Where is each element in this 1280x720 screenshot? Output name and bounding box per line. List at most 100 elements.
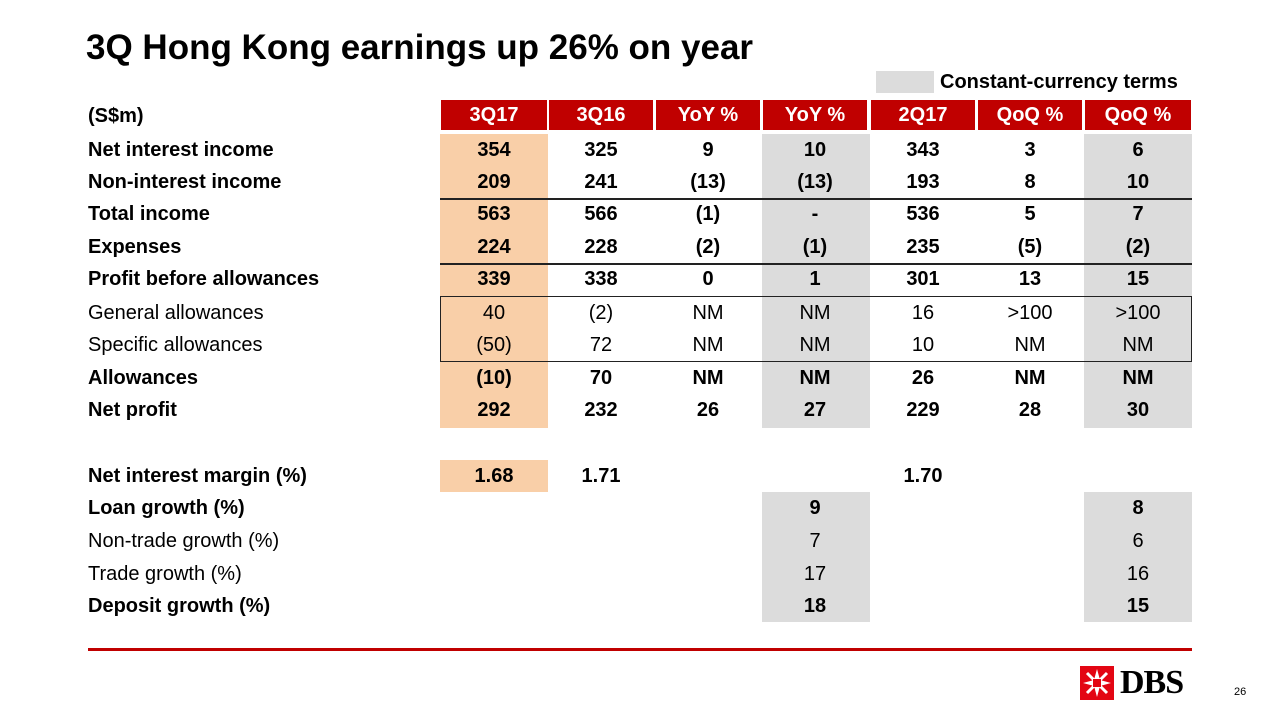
table-cell: 40 bbox=[482, 302, 506, 324]
table-cell: 15 bbox=[1126, 268, 1150, 290]
legend-swatch bbox=[876, 71, 934, 93]
legend-label: Constant-currency terms bbox=[940, 71, 1178, 93]
table-cell: NM bbox=[1014, 334, 1046, 356]
table-cell: 224 bbox=[477, 236, 511, 258]
table-cell: 343 bbox=[906, 139, 940, 161]
table-cell: 26 bbox=[696, 399, 720, 421]
logo-wordmark: DBS bbox=[1120, 664, 1184, 701]
row-label: Net interest margin (%) bbox=[88, 465, 307, 487]
table-cell: 9 bbox=[809, 497, 821, 519]
table-cell: - bbox=[811, 203, 819, 225]
table-cell: 6 bbox=[1132, 139, 1144, 161]
table-cell: 5 bbox=[1024, 203, 1036, 225]
unit-label: (S$m) bbox=[88, 105, 144, 127]
page-number: 26 bbox=[1234, 686, 1247, 698]
table-cell: 16 bbox=[1126, 563, 1150, 585]
table-cell: 292 bbox=[477, 399, 511, 421]
table-cell: (2) bbox=[588, 302, 614, 324]
table-cell: NM bbox=[1122, 334, 1154, 356]
table-cell: 1.70 bbox=[903, 465, 943, 487]
table-cell: 6 bbox=[1132, 530, 1144, 552]
table-cell: 3 bbox=[1024, 139, 1036, 161]
column-header-3q16: 3Q16 bbox=[549, 100, 653, 130]
table-cell: 28 bbox=[1018, 399, 1042, 421]
row-label: Specific allowances bbox=[88, 334, 263, 356]
table-cell: NM bbox=[692, 334, 724, 356]
table-cell: NM bbox=[799, 302, 831, 324]
table-cell: 10 bbox=[1126, 171, 1150, 193]
table-cell: NM bbox=[692, 367, 724, 389]
table-cell: (50) bbox=[476, 334, 512, 356]
table-cell: (13) bbox=[797, 171, 833, 193]
dbs-star-icon bbox=[1080, 666, 1114, 700]
table-cell: 241 bbox=[584, 171, 618, 193]
table-cell: NM bbox=[1122, 367, 1154, 389]
table-cell: 1.71 bbox=[581, 465, 621, 487]
highlight-cell-nim-3q17 bbox=[440, 460, 548, 492]
row-label: Net interest income bbox=[88, 139, 274, 161]
table-cell: (1) bbox=[802, 236, 828, 258]
table-cell: 193 bbox=[906, 171, 940, 193]
table-cell: 0 bbox=[702, 268, 714, 290]
table-cell: 17 bbox=[803, 563, 827, 585]
table-cell: NM bbox=[692, 302, 724, 324]
constant-currency-column-qoq bbox=[1084, 134, 1192, 428]
table-cell: >100 bbox=[1115, 302, 1161, 324]
table-cell: (1) bbox=[695, 203, 721, 225]
row-divider bbox=[440, 198, 1192, 200]
row-label: Total income bbox=[88, 203, 210, 225]
table-cell: 339 bbox=[477, 268, 511, 290]
column-header-yoy-cc: YoY % bbox=[763, 100, 867, 130]
row-label: Net profit bbox=[88, 399, 177, 421]
highlight-column-3q17 bbox=[440, 134, 548, 428]
table-cell: 228 bbox=[584, 236, 618, 258]
table-cell: 354 bbox=[477, 139, 511, 161]
table-cell: 8 bbox=[1132, 497, 1144, 519]
table-cell: NM bbox=[1014, 367, 1046, 389]
row-label: Non-trade growth (%) bbox=[88, 530, 280, 552]
table-cell: 229 bbox=[906, 399, 940, 421]
column-header-yoy: YoY % bbox=[656, 100, 760, 130]
table-cell: 1.68 bbox=[474, 465, 514, 487]
table-cell: 301 bbox=[906, 268, 940, 290]
table-cell: (13) bbox=[690, 171, 726, 193]
column-header-qoq-cc: QoQ % bbox=[1085, 100, 1191, 130]
row-label: Profit before allowances bbox=[88, 268, 320, 290]
row-label: Allowances bbox=[88, 367, 199, 389]
table-cell: 72 bbox=[589, 334, 613, 356]
table-cell: 10 bbox=[803, 139, 827, 161]
row-divider bbox=[440, 263, 1192, 265]
row-label: Loan growth (%) bbox=[88, 497, 245, 519]
constant-currency-column-qoq-growth bbox=[1084, 492, 1192, 622]
row-label: General allowances bbox=[88, 302, 264, 324]
table-cell: 8 bbox=[1024, 171, 1036, 193]
row-label: Trade growth (%) bbox=[88, 563, 242, 585]
allowances-box bbox=[440, 296, 1192, 362]
table-cell: 26 bbox=[911, 367, 935, 389]
table-cell: 18 bbox=[803, 595, 827, 617]
table-cell: 15 bbox=[1126, 595, 1150, 617]
table-cell: 325 bbox=[584, 139, 618, 161]
row-label: Deposit growth (%) bbox=[88, 595, 271, 617]
table-cell: (5) bbox=[1017, 236, 1043, 258]
row-label: Non-interest income bbox=[88, 171, 282, 193]
table-cell: 27 bbox=[803, 399, 827, 421]
row-label: Expenses bbox=[88, 236, 182, 258]
dbs-logo: DBS bbox=[1080, 664, 1184, 702]
column-header-qoq: QoQ % bbox=[978, 100, 1082, 130]
table-cell: 566 bbox=[584, 203, 618, 225]
page-title: 3Q Hong Kong earnings up 26% on year bbox=[86, 28, 754, 67]
table-cell: 16 bbox=[911, 302, 935, 324]
table-cell: 7 bbox=[809, 530, 821, 552]
table-cell: 10 bbox=[911, 334, 935, 356]
table-cell: NM bbox=[799, 334, 831, 356]
table-cell: 9 bbox=[702, 139, 714, 161]
column-header-2q17: 2Q17 bbox=[871, 100, 975, 130]
table-cell: 209 bbox=[477, 171, 511, 193]
column-header-3q17: 3Q17 bbox=[441, 100, 547, 130]
table-cell: 1 bbox=[809, 268, 821, 290]
table-cell: NM bbox=[799, 367, 831, 389]
footer-rule bbox=[88, 648, 1192, 651]
constant-currency-column-yoy-growth bbox=[762, 492, 870, 622]
table-cell: 13 bbox=[1018, 268, 1042, 290]
